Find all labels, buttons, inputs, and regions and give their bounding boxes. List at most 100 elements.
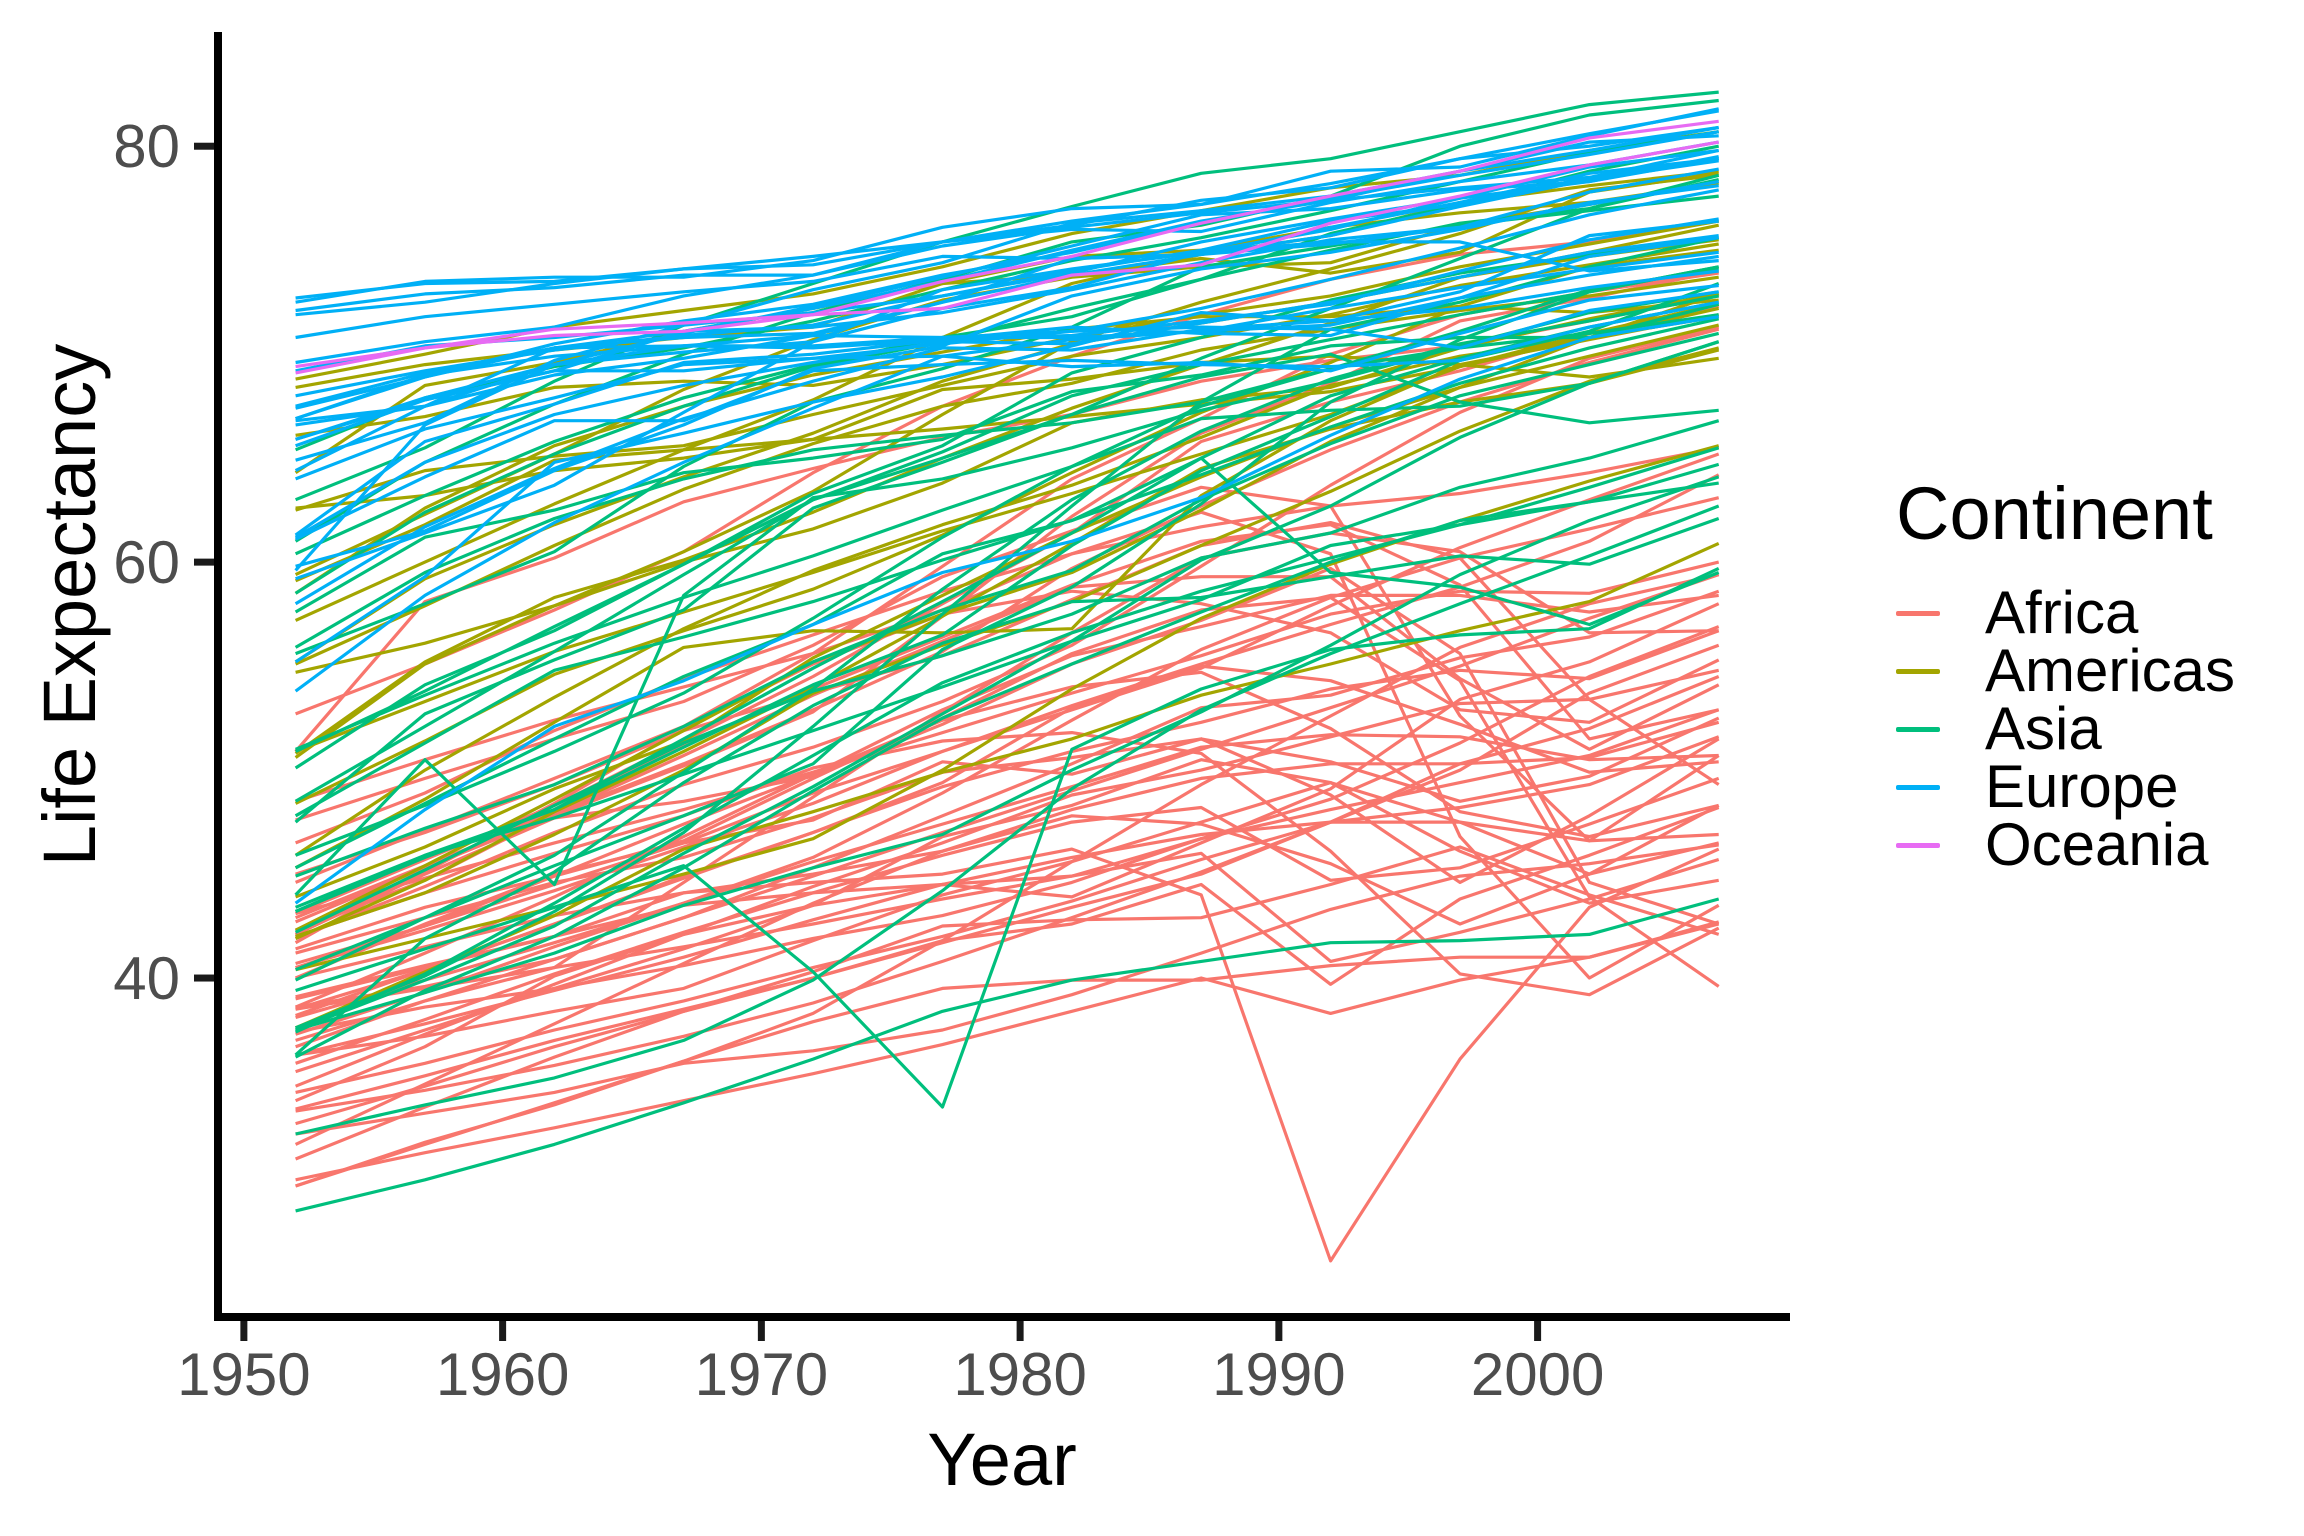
series-line-asia — [294, 173, 1720, 824]
series-line-africa — [295, 510, 1720, 980]
series-line-asia — [294, 265, 1720, 803]
series-line-americas — [294, 292, 1720, 932]
series-line-asia — [294, 456, 1720, 870]
series-line-europe — [294, 269, 1719, 606]
y-axis-line — [214, 32, 222, 1321]
series-line-asia — [294, 302, 1720, 614]
series-line-americas — [295, 444, 1720, 972]
series-line-europe — [295, 109, 1719, 365]
x-tick-label: 1980 — [953, 1341, 1086, 1408]
series-line-europe — [295, 240, 1719, 581]
x-axis-tick — [499, 1321, 507, 1341]
y-axis-tick — [194, 142, 214, 150]
legend-item-africa: Africa — [1896, 579, 2296, 646]
series-line-africa — [295, 845, 1720, 1161]
series-line-europe — [295, 167, 1719, 421]
legend-item-oceania: Oceania — [1896, 811, 2296, 878]
x-tick-label: 1960 — [436, 1341, 569, 1408]
series-line-africa — [295, 589, 1720, 1009]
series-line-americas — [294, 275, 1719, 666]
series-line-africa — [295, 560, 1720, 916]
legend-key-line-icon — [1896, 784, 1940, 790]
series-line-asia — [295, 446, 1720, 909]
series-line-africa — [295, 814, 1720, 999]
series-line-asia — [294, 352, 1719, 770]
legend-key-line-icon — [1896, 610, 1940, 616]
series-line-asia — [294, 516, 1720, 1057]
legend-item-label: Europe — [1985, 753, 2179, 820]
series-line-oceania — [295, 119, 1719, 375]
series-line-asia — [295, 504, 1720, 1136]
series-line-africa — [295, 733, 1719, 1020]
series-line-asia — [295, 267, 1719, 857]
series-line-africa — [294, 523, 1720, 945]
series-line-africa — [295, 735, 1720, 1094]
series-line-africa — [295, 851, 1720, 1011]
series-line-americas — [295, 323, 1720, 899]
legend-item-label: Asia — [1985, 695, 2102, 762]
series-line-europe — [295, 125, 1719, 462]
series-line-asia — [294, 462, 1720, 1034]
series-line-africa — [294, 593, 1719, 1009]
series-line-europe — [295, 107, 1720, 304]
series-line-asia — [294, 294, 1720, 982]
legend-title: Continent — [1896, 472, 2213, 555]
x-axis-tick — [1275, 1321, 1283, 1341]
series-line-americas — [294, 541, 1720, 1030]
series-line-africa — [295, 625, 1720, 1034]
legend-item-label: Oceania — [1985, 811, 2209, 878]
series-line-americas — [294, 354, 1719, 583]
series-line-asia — [295, 897, 1720, 1213]
series-line-asia — [294, 317, 1720, 818]
series-line-asia — [295, 90, 1719, 502]
series-line-asia — [295, 265, 1720, 972]
series-line-europe — [295, 140, 1719, 300]
series-line-africa — [295, 847, 1720, 1263]
series-line-africa — [295, 485, 1720, 843]
series-line-africa — [295, 820, 1719, 1057]
x-tick-label: 1970 — [695, 1341, 828, 1408]
series-line-europe — [294, 315, 1719, 905]
series-line-africa — [294, 708, 1720, 1103]
series-line-asia — [294, 236, 1719, 753]
series-line-africa — [295, 716, 1720, 955]
series-line-africa — [295, 730, 1720, 997]
x-axis-tick — [757, 1321, 765, 1341]
series-line-europe — [295, 125, 1719, 317]
x-axis-tick — [240, 1321, 248, 1341]
series-line-europe — [295, 184, 1719, 568]
series-line-africa — [295, 219, 1719, 716]
series-line-asia — [295, 475, 1720, 1032]
series-line-africa — [295, 573, 1720, 1049]
x-tick-label: 2000 — [1471, 1341, 1604, 1408]
x-axis-tick — [1016, 1321, 1024, 1341]
legend-items: Africa Americas Asia Europe Oceania — [1896, 579, 2296, 878]
x-tick-label: 1990 — [1212, 1341, 1345, 1408]
series-line-europe — [294, 236, 1719, 537]
y-axis-tick — [194, 974, 214, 982]
series-line-oceania — [295, 140, 1719, 369]
x-axis-line — [214, 1313, 1790, 1321]
series-line-africa — [295, 780, 1720, 1057]
legend-key-line-icon — [1896, 842, 1940, 848]
series-line-africa — [294, 720, 1720, 1146]
x-tick-label: 1950 — [177, 1341, 310, 1408]
legend-key-line-icon — [1896, 726, 1940, 732]
series-line-africa — [295, 843, 1719, 1136]
y-tick-label: 40 — [113, 945, 180, 1012]
legend-key-line-icon — [1896, 668, 1940, 674]
series-line-europe — [295, 130, 1719, 410]
series-line-europe — [294, 300, 1720, 541]
series-line-africa — [294, 737, 1720, 980]
legend-item-americas: Americas — [1896, 641, 2296, 701]
series-line-europe — [295, 188, 1720, 448]
legend-item-label: Africa — [1985, 579, 2139, 646]
y-tick-label: 80 — [113, 113, 180, 180]
y-axis-tick — [194, 558, 214, 566]
series-line-europe — [294, 234, 1719, 539]
series-line-asia — [295, 236, 1720, 1030]
series-line-africa — [294, 566, 1720, 936]
series-line-asia — [295, 340, 1720, 1032]
